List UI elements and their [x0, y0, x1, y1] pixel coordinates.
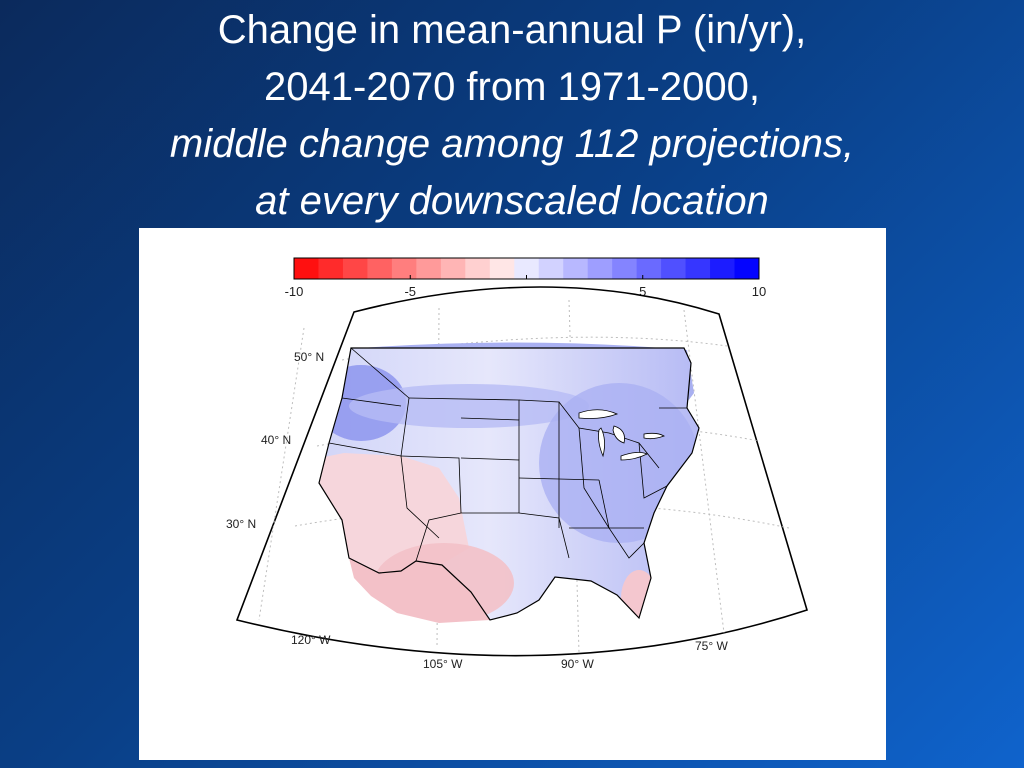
map-figure-panel: -10-50510	[139, 228, 886, 760]
lon-label-75: 75° W	[695, 639, 728, 653]
border-ok-tx	[518, 512, 570, 559]
border-or-north	[341, 397, 402, 407]
colorbar: -10-50510	[285, 257, 766, 299]
colorbar-swatch	[612, 258, 638, 279]
colorbar-tick-label: -10	[285, 284, 304, 299]
graticule-lon-120	[258, 327, 305, 621]
northern-plains-zone	[349, 384, 589, 428]
colorbar-swatch	[563, 258, 589, 279]
subtitle-line-1: middle change among 112 projections,	[169, 122, 855, 166]
colorbar-swatch	[734, 258, 760, 279]
colorbar-tick-label: 10	[752, 284, 766, 299]
border-co-ks	[460, 457, 520, 514]
lake-michigan	[598, 427, 605, 458]
lake-erie	[620, 452, 648, 461]
colorbar-swatch	[710, 258, 736, 279]
lake-ontario	[643, 432, 665, 440]
lat-label-50: 50° N	[294, 350, 324, 364]
map-figure-svg: -10-50510	[226, 257, 808, 671]
slide-title-block: Change in mean-annual P (in/yr), 2041-20…	[0, 2, 1024, 230]
colorbar-swatch	[685, 258, 711, 279]
graticule-lat-50	[341, 336, 728, 361]
colorbar-swatch	[587, 258, 613, 279]
colorbar-swatch	[318, 258, 344, 279]
border-pa-va	[638, 442, 668, 499]
title-line-1: Change in mean-annual P (in/yr),	[217, 8, 807, 52]
colorbar-swatch	[465, 258, 491, 279]
colorbar-swatch	[538, 258, 564, 279]
lat-label-30: 30° N	[226, 517, 256, 531]
colorbar-swatch	[661, 258, 687, 279]
colorbar-swatch	[514, 258, 540, 279]
border-nv-ut	[400, 455, 440, 539]
title-line-2: 2041-2070 from 1971-2000,	[264, 65, 760, 109]
colorbar-swatch	[294, 258, 319, 279]
graticule-lon-75	[683, 309, 725, 634]
border-tn-ga	[598, 479, 645, 559]
colorbar-swatch	[489, 258, 515, 279]
border-ca-nv-north	[328, 442, 402, 457]
us-outline	[318, 347, 700, 621]
subtitle-line-2: at every downscaled location	[255, 179, 769, 223]
latitude-labels: 50° N 40° N 30° N	[226, 350, 324, 531]
longitude-labels: 120° W 105° W 90° W 75° W	[291, 633, 728, 671]
colorbar-swatch	[391, 258, 417, 279]
lon-label-120: 120° W	[291, 633, 331, 647]
mexico-dry-region	[349, 558, 490, 623]
colorbar-swatch	[440, 258, 466, 279]
lat-label-40: 40° N	[261, 433, 291, 447]
southwest-dry-zone	[319, 453, 469, 573]
border-il-in	[578, 427, 610, 529]
colorbar-swatch	[342, 258, 368, 279]
colorbar-swatch	[367, 258, 393, 279]
great-lakes	[578, 409, 665, 461]
border-ut-co	[400, 455, 462, 514]
colorbar-swatch	[636, 258, 662, 279]
colorbar-tick-label: 5	[639, 284, 646, 299]
lake-superior	[578, 409, 619, 419]
border-ks-mo	[518, 477, 600, 481]
lon-label-90: 90° W	[561, 657, 594, 671]
colorbar-tick-label: -5	[404, 284, 416, 299]
lake-huron	[612, 425, 625, 444]
lon-label-105: 105° W	[423, 657, 463, 671]
border-az-nm	[415, 512, 462, 562]
colorbar-swatch	[416, 258, 442, 279]
colorbar-swatches	[294, 258, 760, 279]
